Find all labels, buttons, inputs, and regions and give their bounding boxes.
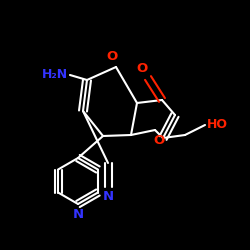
Text: N: N [72, 208, 84, 220]
Text: O: O [154, 134, 164, 146]
Text: N: N [102, 190, 114, 203]
Text: O: O [136, 62, 147, 74]
Text: H₂N: H₂N [42, 68, 68, 82]
Text: HO: HO [206, 118, 228, 132]
Text: O: O [106, 50, 118, 64]
